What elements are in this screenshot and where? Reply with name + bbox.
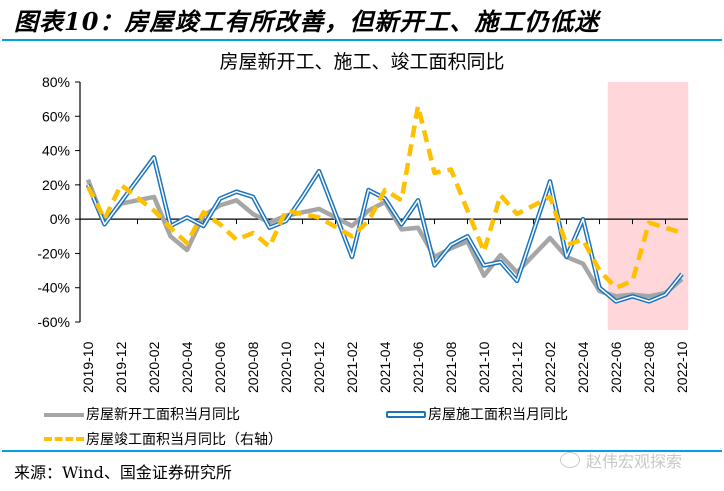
series-line-completed — [85, 103, 683, 290]
legend-label-new-starts: 房屋新开工面积当月同比 — [86, 407, 240, 423]
wechat-icon — [560, 452, 580, 468]
x-tick-label: 2021-06 — [410, 341, 426, 393]
y-tick-label: 20% — [42, 177, 70, 193]
source-note: 来源：Wind、国金证券研究所 — [14, 463, 232, 482]
y-tick-label: 40% — [42, 143, 70, 159]
x-tick-label: 2020-12 — [311, 341, 327, 393]
top-separator — [2, 39, 722, 41]
y-tick-label: 80% — [42, 74, 70, 90]
x-tick-label: 2022-06 — [608, 341, 624, 393]
x-tick-label: 2021-12 — [509, 341, 525, 393]
y-tick-label: 60% — [42, 108, 70, 124]
x-tick-label: 2022-10 — [674, 341, 690, 393]
y-tick-label: -40% — [37, 280, 70, 296]
legend-swatch-gray-line — [44, 413, 84, 417]
legend-item-completed: 房屋竣工面积当月同比（右轴） — [44, 429, 282, 449]
line-chart: 80% 60% 40% 20% 0% -20% -40% -60% 2019-10 2019-12… — [37, 74, 690, 393]
watermark: 赵伟宏观探索 — [560, 448, 682, 472]
x-tick-label: 2020-02 — [146, 341, 162, 393]
x-tick-label: 2021-10 — [476, 341, 492, 393]
x-tick-label: 2020-06 — [212, 341, 228, 393]
y-tick-label: 0% — [50, 211, 70, 227]
series-layer — [85, 103, 684, 304]
chart-title: 房屋新开工、施工、竣工面积同比 — [219, 51, 505, 73]
x-tick-label: 2021-08 — [443, 341, 459, 393]
legend-label-completed: 房屋竣工面积当月同比（右轴） — [86, 432, 282, 448]
x-tick-label: 2020-04 — [179, 341, 195, 393]
figure-title: 图表10：房屋竣工有所改善，但新开工、施工仍低迷 — [14, 7, 600, 36]
highlight-band — [607, 82, 689, 330]
bottom-separator — [2, 450, 722, 452]
x-tick-label: 2020-10 — [278, 341, 294, 393]
y-tick-label: -60% — [37, 314, 70, 330]
y-tick-label: -20% — [37, 245, 70, 261]
watermark-text: 赵伟宏观探索 — [586, 452, 683, 471]
legend-swatch-yellow-dashed-line — [44, 437, 84, 441]
series-line-new-starts — [85, 178, 684, 299]
legend-swatch-blue-double-line — [386, 410, 426, 418]
legend-label-under-construction: 房屋施工面积当月同比 — [428, 407, 568, 423]
x-tick-label: 2022-04 — [575, 341, 591, 393]
x-tick-label: 2021-04 — [377, 341, 393, 393]
series-line-under-construction-inner — [87, 156, 683, 303]
x-tick-label: 2019-12 — [113, 341, 129, 393]
legend-item-under-construction: 房屋施工面积当月同比 — [386, 404, 568, 424]
label-layer: 80% 60% 40% 20% 0% -20% -40% -60% 2019-10 2019-12… — [37, 74, 690, 393]
x-tick-label: 2021-02 — [344, 341, 360, 393]
x-tick-label: 2022-08 — [641, 341, 657, 393]
legend-item-new-starts: 房屋新开工面积当月同比 — [44, 404, 240, 424]
x-tick-label: 2019-10 — [80, 341, 96, 393]
x-tick-label: 2020-08 — [245, 341, 261, 393]
highlight-layer — [607, 82, 689, 330]
x-tick-label: 2022-02 — [542, 341, 558, 393]
